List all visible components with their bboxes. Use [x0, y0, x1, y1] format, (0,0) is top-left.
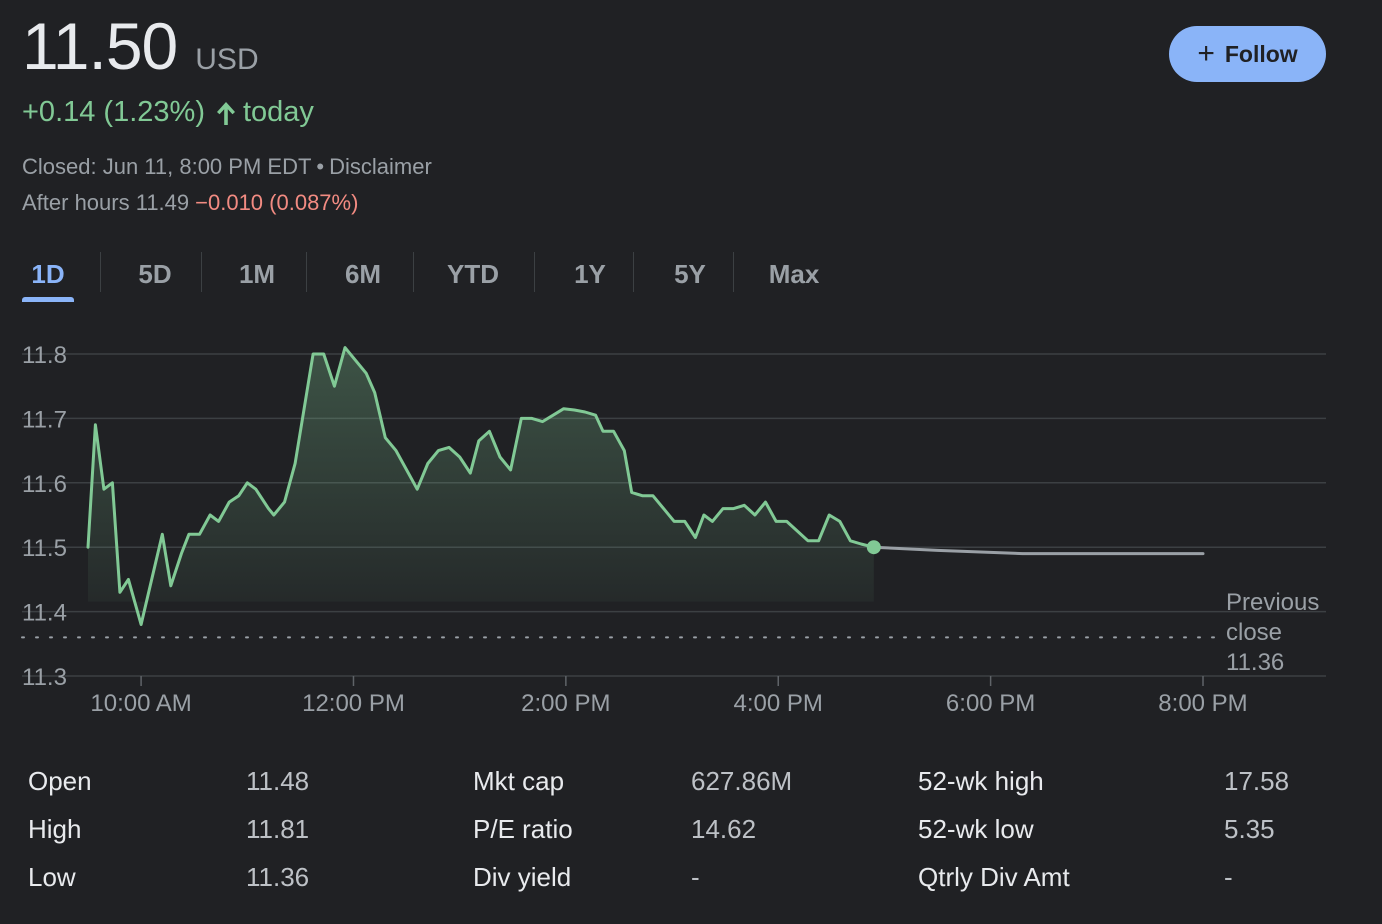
- x-tick-label: 12:00 PM: [302, 690, 405, 717]
- y-tick-label: 11.5: [22, 535, 67, 562]
- key-stats: Open 11.48 Mkt cap 627.86M 52-wk high 17…: [28, 760, 1328, 904]
- arrow-up-icon: [216, 101, 235, 125]
- tab-5d[interactable]: 5D: [122, 248, 188, 300]
- stat-value-div-yield: -: [691, 862, 700, 892]
- tab-ytd[interactable]: YTD: [434, 248, 512, 300]
- tab-label: 6M: [344, 258, 382, 289]
- previous-close-label: Previous: [1226, 589, 1319, 616]
- after-hours-label: After hours 11.49: [22, 190, 190, 215]
- after-hours-line: [872, 545, 1205, 556]
- tab-max[interactable]: Max: [756, 248, 832, 300]
- active-tab-indicator: [22, 297, 74, 302]
- price-line: [86, 346, 876, 626]
- stat-value-open: 11.48: [246, 766, 310, 796]
- tab-divider: [201, 252, 202, 292]
- tab-label: YTD: [447, 258, 499, 289]
- stat-value-52wk-low: 5.35: [1224, 814, 1275, 844]
- y-tick-label: 11.8: [22, 342, 67, 369]
- stat-label-open: Open: [28, 766, 92, 796]
- follow-button-label: Follow: [1224, 40, 1298, 67]
- daily-change: +0.14 (1.23%) today: [22, 96, 314, 129]
- stat-label-qtrly-div: Qtrly Div Amt: [918, 862, 1070, 892]
- y-tick-label: 11.4: [22, 600, 67, 627]
- stat-label-low: Low: [28, 862, 76, 892]
- closed-info: Closed: Jun 11, 8:00 PM EDT • Disclaimer: [22, 154, 432, 180]
- x-tick-label: 10:00 AM: [90, 690, 191, 717]
- tab-label: Max: [768, 258, 820, 289]
- x-tick-label: 6:00 PM: [946, 690, 1035, 717]
- tab-1m[interactable]: 1M: [222, 248, 292, 300]
- follow-button[interactable]: + Follow: [1169, 26, 1326, 82]
- tab-label: 1M: [238, 258, 276, 289]
- price-area: [88, 347, 874, 625]
- tab-label: 5D: [138, 258, 172, 289]
- tab-1y[interactable]: 1Y: [555, 248, 625, 300]
- previous-close-label: 11.36: [1226, 649, 1284, 676]
- y-tick-label: 11.6: [22, 471, 67, 498]
- price-chart[interactable]: 11.8 11.7 11.6 11.5 11.4 11.3 Previous close 11.…: [0, 320, 1382, 730]
- tab-divider: [534, 252, 535, 292]
- stats-row: Low 11.36 Div yield - Qtrly Div Amt -: [28, 856, 1328, 904]
- stat-value-52wk-high: 17.58: [1224, 766, 1290, 796]
- stat-label-high: High: [28, 814, 82, 844]
- separator-dot: •: [316, 154, 325, 179]
- y-tick-label: 11.3: [22, 664, 67, 691]
- stat-value-low: 11.36: [246, 862, 310, 892]
- disclaimer-link[interactable]: Disclaimer: [329, 154, 432, 179]
- tab-divider: [633, 252, 634, 292]
- stat-value-pe-ratio: 14.62: [691, 814, 757, 844]
- stat-label-pe-ratio: P/E ratio: [473, 814, 573, 844]
- y-tick-label: 11.7: [22, 406, 67, 433]
- tab-divider: [733, 252, 734, 292]
- currency-label: USD: [195, 43, 259, 76]
- stat-value-high: 11.81: [246, 814, 310, 844]
- price-row: 11.50 USD: [22, 10, 259, 82]
- stat-label-52wk-low: 52-wk low: [918, 814, 1034, 844]
- tab-1d[interactable]: 1D: [22, 248, 74, 302]
- x-tick-label: 4:00 PM: [734, 690, 823, 717]
- x-tick-label: 2:00 PM: [521, 690, 610, 717]
- after-hours-info: After hours 11.49 −0.010 (0.087%): [22, 190, 358, 216]
- stat-label-div-yield: Div yield: [473, 862, 572, 892]
- tab-divider: [306, 252, 307, 292]
- current-price-marker: [866, 540, 881, 555]
- previous-close-label: close: [1226, 619, 1282, 646]
- tab-divider: [100, 252, 101, 292]
- stats-row: Open 11.48 Mkt cap 627.86M 52-wk high 17…: [28, 760, 1328, 808]
- stat-value-qtrly-div: -: [1224, 862, 1233, 892]
- x-tick-label: 8:00 PM: [1158, 690, 1247, 717]
- plus-icon: +: [1197, 37, 1215, 70]
- tab-divider: [413, 252, 414, 292]
- tab-6m[interactable]: 6M: [328, 248, 398, 300]
- current-price: 11.50: [22, 9, 178, 83]
- after-hours-change: −0.010 (0.087%): [195, 190, 359, 215]
- closed-text: Closed: Jun 11, 8:00 PM EDT: [22, 154, 312, 179]
- stat-label-mkt-cap: Mkt cap: [473, 766, 565, 796]
- change-value: +0.14 (1.23%): [22, 96, 205, 128]
- stat-label-52wk-high: 52-wk high: [918, 766, 1044, 796]
- tab-label: 5Y: [674, 258, 706, 289]
- tab-label: 1Y: [574, 258, 606, 289]
- change-suffix: today: [242, 96, 314, 128]
- stat-value-mkt-cap: 627.86M: [691, 766, 793, 796]
- tab-label: 1D: [31, 258, 65, 289]
- stats-row: High 11.81 P/E ratio 14.62 52-wk low 5.3…: [28, 808, 1328, 856]
- tab-5y[interactable]: 5Y: [655, 248, 725, 300]
